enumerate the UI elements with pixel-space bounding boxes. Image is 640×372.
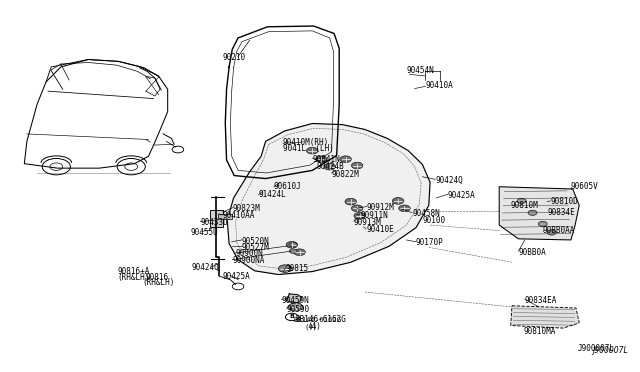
Circle shape [324,163,335,170]
Text: 90210: 90210 [223,53,246,62]
Text: J900007L: J900007L [577,344,614,353]
Text: 90410A: 90410A [426,81,453,90]
Circle shape [528,210,537,215]
Text: 90912M: 90912M [367,203,394,212]
Circle shape [354,212,365,219]
Text: 90410E: 90410E [366,225,394,234]
Text: 90425A: 90425A [223,272,250,280]
Text: 9041L  (LH): 9041L (LH) [283,144,333,153]
Text: 90816+A: 90816+A [117,267,150,276]
Text: 90823M: 90823M [233,204,260,213]
Text: 90900N: 90900N [236,249,263,258]
Text: 90170P: 90170P [416,238,444,247]
Circle shape [278,265,291,272]
Text: 90822M: 90822M [332,170,359,179]
Text: 90410AA: 90410AA [223,211,255,220]
Bar [210,210,223,227]
Text: 90459N: 90459N [282,296,309,305]
Text: 90424Q: 90424Q [435,176,463,185]
Text: 90913M: 90913M [354,218,381,227]
Text: 90410M(RH): 90410M(RH) [283,138,329,147]
Polygon shape [227,124,430,275]
Text: (4): (4) [307,322,321,331]
Text: 90BB0A: 90BB0A [518,248,546,257]
Text: 91424L: 91424L [259,190,286,199]
Text: 90900NA: 90900NA [232,256,265,265]
Text: DB146-6162G: DB146-6162G [296,315,346,324]
Text: 90605V: 90605V [571,182,598,190]
Text: 90810MA: 90810MA [524,327,556,336]
Text: 90816: 90816 [146,273,169,282]
Circle shape [399,205,410,212]
Text: 90810D: 90810D [550,197,578,206]
Text: 90815: 90815 [285,264,308,273]
Circle shape [281,265,292,272]
Polygon shape [287,294,302,303]
Circle shape [538,221,547,227]
Text: 90BB0AA: 90BB0AA [543,226,575,235]
Circle shape [340,156,351,163]
Text: 90610J: 90610J [274,182,301,190]
Text: 90424Q: 90424Q [192,263,220,272]
Text: 90911N: 90911N [360,211,388,219]
Circle shape [517,198,526,203]
Circle shape [294,249,305,256]
Bar [218,214,232,219]
Text: 90590: 90590 [287,305,310,314]
Circle shape [289,303,303,311]
Text: (4): (4) [305,323,318,330]
Text: 90834E: 90834E [547,208,575,217]
Text: B: B [289,314,294,320]
Text: 90527M: 90527M [242,243,269,251]
Text: 90454N: 90454N [406,66,434,75]
Circle shape [307,147,318,154]
Circle shape [289,243,297,247]
Circle shape [351,205,363,212]
Text: 90424B: 90424B [317,162,344,171]
Circle shape [285,313,298,321]
Circle shape [289,249,297,253]
Text: J900007L: J900007L [593,346,628,355]
Circle shape [351,162,363,169]
Circle shape [345,198,356,205]
Text: 90425A: 90425A [448,191,476,200]
Circle shape [286,241,298,248]
Text: DB146-6162G: DB146-6162G [293,317,341,323]
Text: (RH&LH): (RH&LH) [142,278,175,287]
Circle shape [547,230,556,235]
Circle shape [392,198,404,204]
Text: (RH&LH): (RH&LH) [117,273,150,282]
Text: 90455U: 90455U [191,228,218,237]
Text: 90841N: 90841N [312,155,340,164]
Circle shape [316,156,327,163]
Text: 90100: 90100 [422,216,445,225]
Text: 90810M: 90810M [511,201,538,210]
Text: 90458N: 90458N [412,209,440,218]
Text: 90520N: 90520N [242,237,269,246]
Text: 90834EA: 90834EA [525,296,557,305]
Polygon shape [511,306,579,328]
Text: 90433U: 90433U [200,218,228,227]
Polygon shape [499,187,579,240]
